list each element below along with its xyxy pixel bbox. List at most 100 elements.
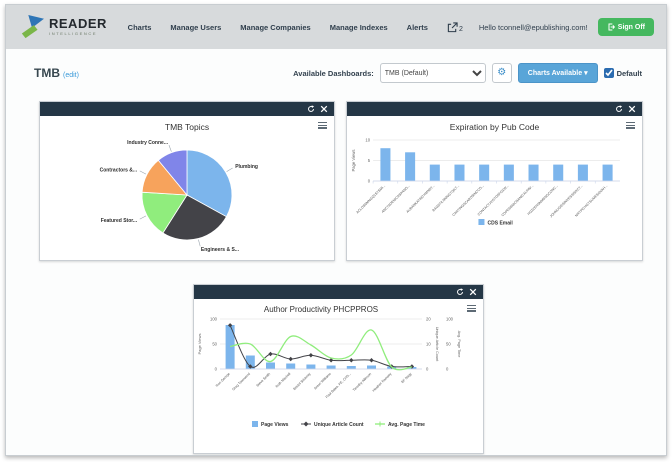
- dashboard-title: TMB: [34, 66, 60, 80]
- svg-text:Featured Stor...: Featured Stor...: [101, 218, 138, 224]
- combo-x-labels: Ron George Greg Townsend Steve Smith Ruth M…: [215, 372, 413, 399]
- nav-item-alerts[interactable]: Alerts: [406, 22, 428, 32]
- svg-text:10: 10: [426, 342, 431, 347]
- edit-link[interactable]: (edit): [63, 72, 79, 79]
- close-icon[interactable]: [628, 105, 636, 113]
- refresh-icon[interactable]: [456, 288, 464, 296]
- svg-text:100: 100: [210, 317, 218, 322]
- svg-text:Bristol Stickney: Bristol Stickney: [292, 372, 311, 391]
- pie-labels: Plumbing Engineers & S... Featured Stor...…: [100, 140, 258, 253]
- svg-text:Page Views: Page Views: [351, 149, 356, 171]
- pie-chart-svg: TMB Topics Plumbing Engineers & S... Featur…: [100, 122, 258, 253]
- nav-links: Charts Manage Users Manage Companies Man…: [128, 23, 428, 32]
- dashboard-controls: Available Dashboards: TMB (Default) ⚙ Ch…: [293, 63, 642, 83]
- svg-text:0: 0: [215, 367, 218, 372]
- nav-item-manage-users[interactable]: Manage Users: [170, 22, 222, 32]
- panel-tmb-topics: TMB Topics Plumbing Engineers & S... Featur…: [39, 101, 335, 261]
- svg-text:Heather Ramsey: Heather Ramsey: [372, 372, 393, 393]
- svg-text:TMB Topics: TMB Topics: [165, 122, 209, 132]
- panel-header: [194, 285, 483, 299]
- sign-off-label: Sign Off: [617, 23, 645, 31]
- panel-header: [347, 102, 642, 116]
- svg-text:Unique Article Count: Unique Article Count: [435, 327, 439, 363]
- svg-text:Greg Townsend: Greg Townsend: [231, 372, 251, 392]
- panel-header: [40, 102, 334, 116]
- panel-expiration-by-pub-code: Expiration by Pub Code Page Views 0 5 10 ACLD…: [346, 101, 643, 261]
- svg-text:0: 0: [426, 367, 429, 372]
- combo-lines: [227, 323, 415, 371]
- bar-x-labels: ACLDSNMNGQ1STSMI...ANCTADENICASPANO...AU…: [355, 184, 608, 219]
- author-productivity-chart: Author Productivity PHCPPROS 0 50 100 0 10 20 0…: [194, 299, 483, 453]
- panel-body: Expiration by Pub Code Page Views 0 5 10 ACLD…: [347, 116, 642, 260]
- bar-chart-svg: Expiration by Pub Code Page Views 0 5 10 ACLD…: [351, 122, 620, 226]
- svg-text:Timothy Allinson: Timothy Allinson: [352, 372, 372, 392]
- svg-text:Anton Williams: Anton Williams: [313, 372, 332, 391]
- sign-off-button[interactable]: Sign Off: [597, 18, 654, 36]
- charts-available-button[interactable]: Charts Available ▾: [517, 63, 598, 83]
- svg-text:Avg. Page Time: Avg. Page Time: [388, 422, 425, 428]
- svg-text:100: 100: [446, 317, 454, 322]
- sign-off-icon: [608, 23, 615, 31]
- logo-text: READER INTELLIGENCE: [49, 16, 107, 36]
- user-greeting: Hello tconnell@epublishing.com!: [478, 22, 588, 32]
- expiration-by-pub-code-chart: Expiration by Pub Code Page Views 0 5 10 ACLD…: [347, 116, 642, 260]
- nav-item-manage-indexes[interactable]: Manage Indexes: [329, 22, 388, 32]
- svg-text:10: 10: [365, 138, 370, 143]
- panel-body: TMB Topics Plumbing Engineers & S... Featur…: [40, 116, 334, 260]
- svg-text:0: 0: [368, 179, 371, 184]
- export-button[interactable]: 2: [447, 21, 463, 33]
- svg-text:0: 0: [446, 367, 449, 372]
- svg-text:50: 50: [212, 342, 217, 347]
- svg-text:Expiration by Pub Code: Expiration by Pub Code: [450, 122, 540, 132]
- svg-text:Ruth Mitchell: Ruth Mitchell: [275, 372, 292, 389]
- svg-text:Engineers & S...: Engineers & S...: [201, 247, 240, 253]
- svg-text:Ron George: Ron George: [215, 372, 231, 388]
- default-label: Default: [616, 68, 642, 78]
- svg-text:BF Nagy: BF Nagy: [400, 372, 412, 384]
- svg-text:Plumbing: Plumbing: [235, 164, 258, 170]
- svg-text:Page Views: Page Views: [261, 422, 289, 428]
- gear-icon: ⚙: [497, 67, 507, 78]
- svg-text:CDS Email: CDS Email: [487, 221, 513, 227]
- svg-text:5: 5: [368, 158, 371, 163]
- bar-series[interactable]: [380, 148, 613, 181]
- svg-text:Industry Conne...: Industry Conne...: [127, 140, 168, 146]
- svg-text:Contractors &...: Contractors &...: [100, 167, 138, 173]
- chart-menu-icon[interactable]: [626, 122, 635, 130]
- default-checkbox[interactable]: [603, 68, 614, 78]
- pie-slices[interactable]: [141, 149, 233, 241]
- svg-text:50: 50: [446, 342, 451, 347]
- dashboard-select[interactable]: TMB (Default): [379, 63, 486, 83]
- close-icon[interactable]: [469, 288, 477, 296]
- combo-chart-svg: Author Productivity PHCPPROS 0 50 100 0 10 20 0…: [197, 305, 461, 428]
- svg-text:Steve Smith: Steve Smith: [255, 372, 271, 388]
- chart-menu-icon[interactable]: [318, 122, 327, 130]
- nav-item-charts[interactable]: Charts: [127, 22, 152, 32]
- dashboard-toolbar: TMB (edit) Available Dashboards: TMB (Def…: [34, 63, 642, 83]
- app-window: READER INTELLIGENCE Charts Manage Users …: [5, 4, 667, 456]
- charts-available-label: Charts Available: [527, 70, 583, 77]
- logo-title: READER: [49, 16, 107, 31]
- svg-text:20: 20: [426, 317, 431, 322]
- logo[interactable]: READER INTELLIGENCE: [20, 14, 107, 40]
- chart-menu-icon[interactable]: [467, 305, 476, 313]
- refresh-icon[interactable]: [307, 105, 315, 113]
- svg-text:Avg. Page Time: Avg. Page Time: [457, 331, 461, 358]
- logo-icon: [21, 15, 44, 39]
- logo-subtitle: INTELLIGENCE: [49, 31, 98, 36]
- combo-legend[interactable]: Page Views Unique Article Count Avg. Page …: [252, 421, 425, 428]
- share-icon: [447, 21, 458, 32]
- dashboard-settings-button[interactable]: ⚙: [491, 63, 512, 83]
- close-icon[interactable]: [320, 105, 328, 113]
- bar-legend[interactable]: CDS Email: [478, 219, 513, 226]
- svg-text:Page Views: Page Views: [197, 333, 202, 354]
- nav-item-manage-companies[interactable]: Manage Companies: [240, 22, 311, 32]
- tmb-topics-chart: TMB Topics Plumbing Engineers & S... Featur…: [40, 116, 334, 260]
- panel-author-productivity: Author Productivity PHCPPROS 0 50 100 0 10 20 0…: [193, 284, 484, 454]
- export-count: 2: [458, 25, 463, 33]
- dashboard-title-wrap: TMB (edit): [34, 64, 79, 82]
- svg-text:BAGSTILNMNGTQILT...: BAGSTILNMNGTQILT...: [432, 184, 461, 213]
- default-toggle: Default: [603, 68, 642, 78]
- available-dashboards-label: Available Dashboards:: [293, 68, 374, 78]
- refresh-icon[interactable]: [615, 105, 623, 113]
